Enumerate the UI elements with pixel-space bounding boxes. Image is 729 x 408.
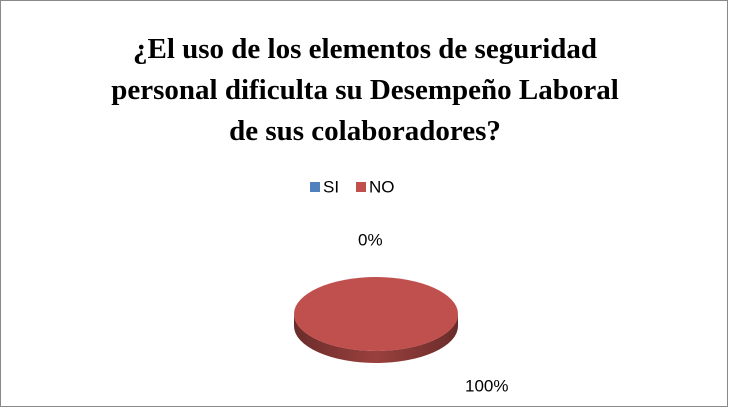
legend-label: NO	[369, 177, 395, 196]
legend-label: SI	[323, 177, 339, 196]
chart-title: ¿El uso de los elementos de seguridad pe…	[111, 33, 619, 147]
pie-side-shade	[294, 314, 458, 363]
data-label: 0%	[358, 230, 383, 249]
legend-swatch	[356, 182, 366, 192]
pie-slice	[294, 277, 458, 351]
legend-swatch	[310, 182, 320, 192]
data-label: 100%	[465, 376, 508, 395]
